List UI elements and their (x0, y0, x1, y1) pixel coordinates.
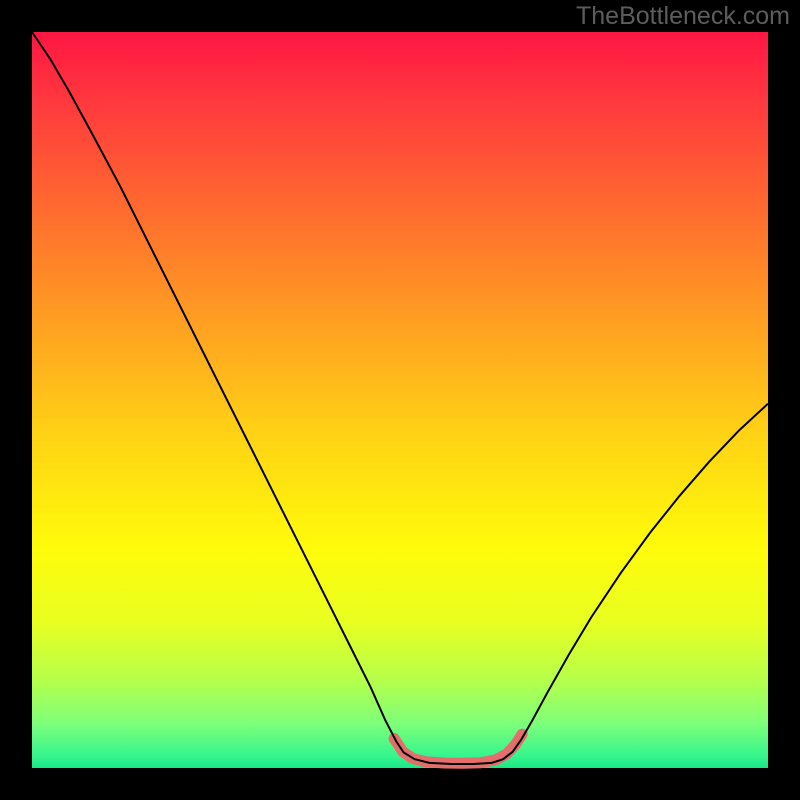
chart-overlay (0, 0, 800, 800)
bottleneck-curve (32, 32, 768, 764)
chart-stage: TheBottleneck.com (0, 0, 800, 800)
